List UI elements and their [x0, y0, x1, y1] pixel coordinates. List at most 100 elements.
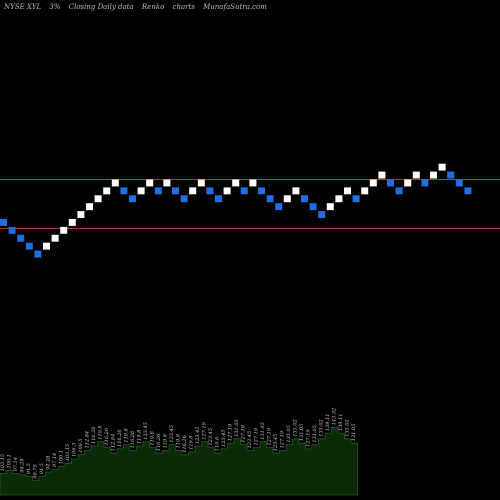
- volume-label: 131.05: [299, 424, 305, 442]
- up-brick: [430, 171, 437, 179]
- up-brick: [86, 203, 93, 211]
- volume-label: 103.15: [65, 444, 71, 462]
- up-brick: [404, 179, 412, 187]
- up-brick: [94, 195, 102, 203]
- volume-labels: 103.15 100.1 97.14 94.28 91.5 88.79 91.5 94.28 9…: [0, 408, 357, 479]
- volume-label: 116.26: [117, 429, 123, 447]
- volume-label: 94.28: [46, 456, 52, 470]
- volume-label: 116.26: [156, 433, 162, 451]
- up-brick: [197, 179, 205, 187]
- volume-label: 135.02: [293, 419, 299, 437]
- volume-label: 91.5: [39, 463, 45, 474]
- volume-label: 100.1: [7, 454, 13, 468]
- down-brick: [180, 195, 188, 203]
- volume-label: 127.19: [228, 423, 234, 441]
- volume-label: 119.8: [189, 435, 195, 449]
- volume-label: 112.84: [85, 431, 91, 449]
- volume-label: 116.26: [130, 430, 136, 448]
- chart-title: NYSE XYL 3% Closing Daily data Renko cha…: [4, 3, 273, 11]
- volume-label: 123.45: [273, 434, 279, 452]
- volume-label: 94.28: [20, 458, 26, 472]
- down-brick: [17, 234, 25, 242]
- volume-label: 119.8: [124, 428, 130, 442]
- down-brick: [421, 179, 429, 187]
- down-brick: [206, 187, 214, 195]
- volume-label: 91.5: [26, 463, 32, 474]
- volume-label: 127.19: [202, 421, 208, 439]
- volume-label: 143.32: [332, 408, 338, 426]
- down-brick: [455, 179, 463, 187]
- up-brick: [163, 179, 171, 187]
- volume-label: 127.19: [306, 429, 312, 447]
- up-brick: [361, 187, 369, 195]
- volume-label: 119.8: [150, 431, 156, 445]
- volume-label: 123.45: [208, 428, 214, 446]
- volume-label: 119.8: [137, 430, 143, 444]
- volume-label: 97.14: [13, 457, 19, 471]
- volume-label: 123.45: [221, 429, 227, 447]
- down-brick: [275, 203, 283, 211]
- volume-label: 135.02: [345, 419, 351, 437]
- down-brick: [395, 187, 403, 195]
- volume-label: 139.11: [338, 414, 344, 432]
- down-brick: [120, 187, 128, 195]
- up-brick: [146, 179, 154, 187]
- down-brick: [240, 187, 248, 195]
- renko-bricks: [0, 163, 472, 258]
- volume-label: 123.45: [195, 427, 201, 445]
- down-brick: [34, 250, 42, 258]
- volume-label: 127.19: [280, 430, 286, 448]
- down-brick: [215, 195, 222, 203]
- volume-label: 103.15: [0, 454, 6, 472]
- volume-label: 135.02: [319, 419, 325, 437]
- down-brick: [25, 242, 33, 250]
- volume-label: 131.05: [351, 424, 357, 442]
- up-brick: [232, 179, 240, 187]
- volume-label: 109.5: [78, 438, 84, 452]
- volume-label: 127.19: [254, 427, 260, 445]
- down-brick: [447, 171, 455, 179]
- up-brick: [60, 226, 68, 234]
- up-brick: [378, 171, 386, 179]
- down-brick: [258, 187, 265, 195]
- down-brick: [129, 195, 136, 203]
- volume-label: 123.45: [143, 422, 149, 440]
- site-label: MunafaSutra.com: [203, 3, 267, 11]
- volume-label: 88.79: [33, 463, 39, 478]
- volume-label: 123.45: [169, 425, 175, 443]
- volume-label: 131.05: [260, 422, 266, 440]
- volume-label: 119.8: [215, 437, 221, 451]
- volume-label: 116.26: [104, 427, 110, 445]
- up-brick: [292, 187, 300, 195]
- volume-label: 139.11: [325, 414, 331, 432]
- volume-label: 116.26: [182, 434, 188, 452]
- box-size-label: 3%: [49, 3, 61, 11]
- suffix-label: charts: [172, 3, 195, 11]
- volume-label: 112.84: [111, 434, 117, 452]
- volume-label: 119.8: [176, 434, 182, 448]
- down-brick: [352, 195, 360, 203]
- chart-kind-label: Renko: [141, 3, 165, 11]
- up-brick: [51, 234, 59, 242]
- volume-label: 119.8: [163, 434, 169, 448]
- up-brick: [326, 203, 334, 211]
- up-brick: [43, 242, 50, 250]
- volume-label: 100.1: [59, 450, 65, 464]
- up-brick: [369, 179, 377, 187]
- volume-label: 127.19: [267, 427, 273, 445]
- volume-label: 106.3: [72, 443, 78, 457]
- up-brick: [249, 179, 257, 187]
- down-brick: [387, 179, 394, 187]
- volume-label: 131.05: [286, 425, 292, 443]
- up-brick: [335, 195, 343, 203]
- volume-label: 97.14: [52, 453, 58, 467]
- down-brick: [309, 203, 317, 211]
- down-brick: [8, 226, 16, 234]
- volume-label: 123.45: [247, 431, 253, 449]
- volume-label: 119.8: [98, 425, 104, 439]
- down-brick: [172, 187, 179, 195]
- volume-label: 127.19: [241, 424, 247, 442]
- volume-label: 116.26: [91, 426, 97, 444]
